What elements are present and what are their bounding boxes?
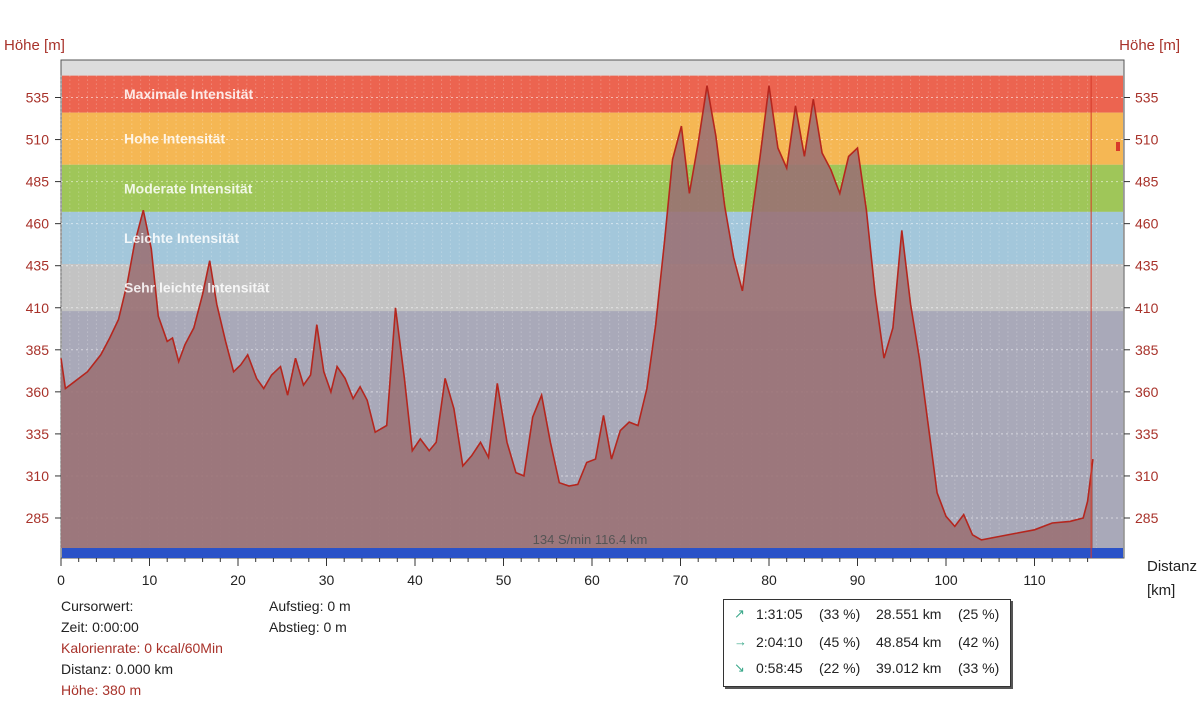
y-tick-label-right: 385 [1135,342,1159,358]
stats-row-flat: → 2:04:10 (45 %) 48.854 km (42 %) [724,632,1010,656]
zone-band [62,75,1123,113]
cursor-distance: Distanz: 0.000 km [61,661,174,677]
y-tick-label-right: 310 [1135,468,1159,484]
ascent-info-panel: Aufstieg: 0 m Abstieg: 0 m [269,596,351,638]
stats-time: 2:04:10 [756,634,803,650]
stats-row-ascent: ↗ 1:31:05 (33 %) 28.551 km (25 %) [724,604,1010,628]
stats-distance: 28.551 km [876,606,942,622]
zone-label: Moderate Intensität [124,180,253,196]
ascent-value: Aufstieg: 0 m [269,598,351,614]
stats-distance-pct: (25 %) [958,606,1000,622]
y-tick-label-right: 460 [1135,216,1159,232]
x-tick-label: 70 [673,572,689,588]
x-tick-label: 100 [934,572,958,588]
x-tick-label: 50 [496,572,512,588]
zone-label: Maximale Intensität [124,86,253,102]
y-tick-label-left: 335 [26,426,50,442]
x-tick-label: 90 [850,572,866,588]
stats-box: ↗ 1:31:05 (33 %) 28.551 km (25 %) → 2:04… [723,599,1011,687]
base-bar [62,548,1123,558]
arrow-up-icon: ↗ [734,606,745,621]
y-tick-label-right: 285 [1135,510,1159,526]
zone-label: Hohe Intensität [124,131,225,147]
y-axis-title-left: Höhe [m] [4,37,65,54]
y-tick-label-left: 510 [26,132,50,148]
y-tick-label-right: 510 [1135,132,1159,148]
stats-time-pct: (33 %) [819,606,861,622]
stats-distance-pct: (42 %) [958,634,1000,650]
stats-time-pct: (22 %) [819,660,861,676]
cursor-info-panel: Cursorwert: Zeit: 0:00:00 Kalorienrate: … [61,596,223,701]
zone-label: Sehr leichte Intensität [124,280,270,296]
y-tick-label-left: 385 [26,342,50,358]
y-tick-label-left: 310 [26,468,50,484]
y-tick-label-right: 535 [1135,90,1159,106]
elevation-line [60,85,1094,541]
zone-band [62,211,1123,265]
elevation-area [61,85,1093,548]
x-tick-label: 10 [142,572,158,588]
zone-band [62,164,1123,212]
y-tick-label-left: 535 [26,90,50,106]
stats-time: 0:58:45 [756,660,803,676]
stats-distance-pct: (33 %) [958,660,1000,676]
x-tick-label: 0 [57,572,65,588]
cursor-height: Höhe: 380 m [61,682,142,698]
descent-value: Abstieg: 0 m [269,619,347,635]
x-tick-label: 30 [319,572,335,588]
x-axis-unit: [km] [1147,582,1175,599]
zone-band [62,264,1123,312]
y-tick-label-left: 285 [26,510,50,526]
arrow-right-icon: → [734,634,747,649]
x-tick-label: 80 [761,572,777,588]
x-tick-label: 110 [1023,572,1046,588]
x-tick-label: 60 [584,572,600,588]
cursor-title: Cursorwert: [61,598,134,614]
stats-row-descent: ↘ 0:58:45 (22 %) 39.012 km (33 %) [724,658,1010,682]
x-tick-label: 20 [230,572,246,588]
y-tick-label-left: 460 [26,216,50,232]
y-tick-label-right: 410 [1135,300,1159,316]
cursor-kcal: Kalorienrate: 0 kcal/60Min [61,640,223,656]
zone-label: Leichte Intensität [124,230,239,246]
y-tick-label-right: 485 [1135,174,1159,190]
stats-time: 1:31:05 [756,606,803,622]
y-axis-title-right: Höhe [m] [1119,37,1180,54]
stats-time-pct: (45 %) [819,634,861,650]
y-tick-label-left: 360 [26,384,50,400]
y-tick-label-left: 485 [26,174,50,190]
x-axis-title: Distanz [1147,558,1197,575]
x-tick-label: 40 [407,572,423,588]
cursor-marker[interactable] [1116,142,1120,151]
y-tick-label-left: 435 [26,258,50,274]
zone-band [62,112,1123,165]
stats-distance: 48.854 km [876,634,942,650]
arrow-down-icon: ↘ [734,660,745,675]
stats-distance: 39.012 km [876,660,942,676]
cursor-time: Zeit: 0:00:00 [61,619,139,635]
y-tick-label-right: 435 [1135,258,1159,274]
y-tick-label-right: 335 [1135,426,1159,442]
y-tick-label-right: 360 [1135,384,1159,400]
y-tick-label-left: 410 [26,300,50,316]
cursor-note: 134 S/min 116.4 km [533,532,648,547]
